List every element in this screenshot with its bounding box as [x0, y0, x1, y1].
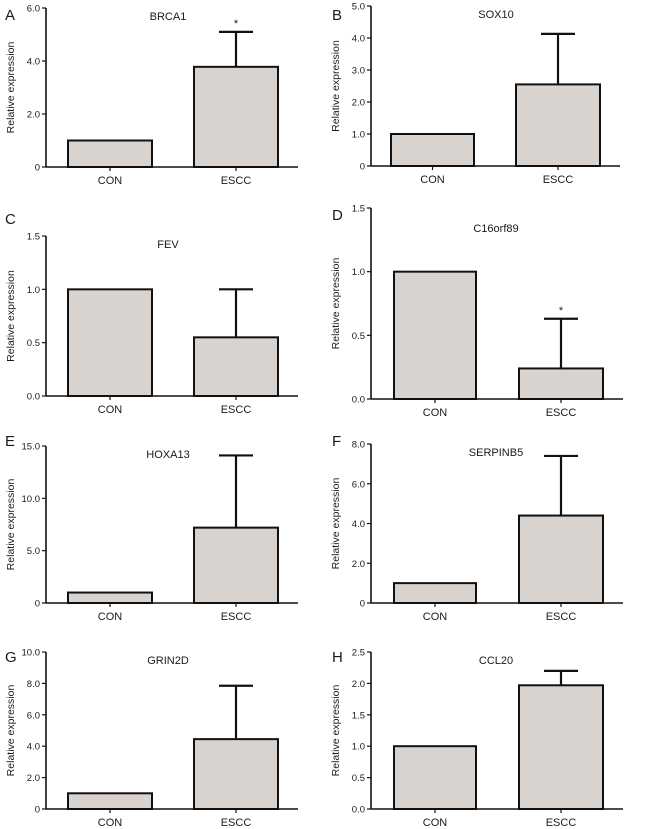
bar-con — [67, 139, 153, 168]
significance-mark: * — [559, 305, 564, 317]
y-tick-label: 1.5 — [352, 710, 365, 721]
y-tick-label: 1.0 — [27, 285, 40, 296]
category-label: ESCC — [543, 174, 574, 186]
y-tick-label: 15.0 — [22, 442, 41, 453]
chart-title: FEV — [157, 239, 179, 251]
y-tick-label: 0.5 — [352, 773, 365, 784]
chart-title: HOXA13 — [146, 449, 189, 461]
y-axis-title: Relative expression — [5, 479, 17, 571]
y-axis-title: Relative expression — [330, 685, 342, 777]
y-tick-label: 2.0 — [27, 773, 40, 784]
category-label: ESCC — [546, 407, 577, 419]
category-label: CON — [98, 817, 123, 829]
y-tick-label: 5.0 — [27, 546, 40, 557]
category-label: ESCC — [546, 817, 577, 829]
y-tick-label: 0 — [35, 805, 40, 816]
y-axis-title: Relative expression — [330, 258, 342, 350]
y-axis-title: Relative expression — [5, 270, 17, 362]
y-tick-label: 2.0 — [352, 98, 365, 109]
y-tick-label: 2.0 — [27, 110, 40, 121]
y-tick-label: 1.5 — [352, 204, 365, 215]
category-label: CON — [423, 817, 448, 829]
y-tick-label: 0.0 — [352, 805, 365, 816]
chart-title: CCL20 — [479, 655, 513, 667]
y-tick-label: 2.5 — [352, 648, 365, 659]
bar-escc — [193, 336, 279, 398]
category-label: ESCC — [546, 611, 577, 623]
bar-con — [67, 591, 153, 604]
y-tick-label: 8.0 — [27, 679, 40, 690]
bar-con — [393, 745, 477, 811]
bar-escc — [515, 83, 601, 167]
bar-con — [393, 582, 477, 604]
y-tick-label: 0.0 — [352, 395, 365, 406]
y-axis-title: Relative expression — [330, 40, 342, 132]
y-tick-label: 2.0 — [352, 679, 365, 690]
y-tick-label: 4.0 — [352, 519, 365, 530]
category-label: ESCC — [221, 404, 252, 416]
chart-title: SERPINB5 — [469, 447, 523, 459]
category-label: ESCC — [221, 611, 252, 623]
bar-con — [67, 288, 153, 398]
y-tick-label: 1.5 — [27, 232, 40, 243]
y-tick-label: 2.0 — [352, 559, 365, 570]
bar-escc — [193, 738, 279, 811]
y-axis-title: Relative expression — [5, 42, 17, 134]
y-axis-title: Relative expression — [5, 685, 17, 777]
y-tick-label: 8.0 — [352, 440, 365, 451]
y-tick-label: 1.0 — [352, 130, 365, 141]
panel-letter: G — [5, 649, 17, 666]
bar-con — [390, 133, 475, 167]
bar-escc — [518, 367, 604, 401]
y-tick-label: 1.0 — [352, 267, 365, 278]
chart-title: GRIN2D — [147, 655, 189, 667]
y-tick-label: 10.0 — [22, 648, 41, 659]
bar-con — [393, 270, 477, 400]
panel-letter: C — [5, 211, 16, 228]
y-tick-label: 0 — [360, 599, 365, 610]
panel-letter: B — [332, 7, 342, 24]
y-tick-label: 1.0 — [352, 742, 365, 753]
panel-letter: A — [5, 7, 15, 24]
chart-title: SOX10 — [478, 9, 513, 21]
category-label: CON — [98, 404, 123, 416]
chart-title: C16orf89 — [473, 223, 518, 235]
bar-con — [67, 792, 153, 810]
y-tick-label: 6.0 — [27, 710, 40, 721]
significance-mark: * — [234, 18, 239, 30]
category-label: CON — [423, 407, 448, 419]
y-tick-label: 6.0 — [27, 4, 40, 15]
category-label: CON — [98, 611, 123, 623]
category-label: ESCC — [221, 817, 252, 829]
y-tick-label: 4.0 — [352, 34, 365, 45]
bar-escc — [518, 684, 604, 810]
y-tick-label: 0.0 — [27, 392, 40, 403]
bar-escc — [193, 526, 279, 605]
category-label: CON — [423, 611, 448, 623]
y-tick-label: 3.0 — [352, 66, 365, 77]
bar-escc — [518, 514, 604, 604]
y-tick-label: 4.0 — [27, 57, 40, 68]
y-tick-label: 4.0 — [27, 742, 40, 753]
y-tick-label: 0 — [35, 599, 40, 610]
bar-escc — [193, 65, 279, 168]
y-tick-label: 0.5 — [27, 338, 40, 349]
category-label: CON — [98, 175, 123, 187]
panel-letter: D — [332, 207, 343, 224]
category-label: CON — [420, 174, 445, 186]
y-tick-label: 0.5 — [352, 331, 365, 342]
panel-letter: H — [332, 649, 343, 666]
y-tick-label: 0 — [35, 163, 40, 174]
y-tick-label: 10.0 — [22, 494, 41, 505]
category-label: ESCC — [221, 175, 252, 187]
y-tick-label: 5.0 — [352, 2, 365, 13]
y-tick-label: 0 — [360, 162, 365, 173]
panel-letter: F — [332, 433, 341, 450]
y-tick-label: 6.0 — [352, 479, 365, 490]
panel-letter: E — [5, 433, 15, 450]
y-axis-title: Relative expression — [330, 478, 342, 570]
chart-title: BRCA1 — [150, 11, 187, 23]
